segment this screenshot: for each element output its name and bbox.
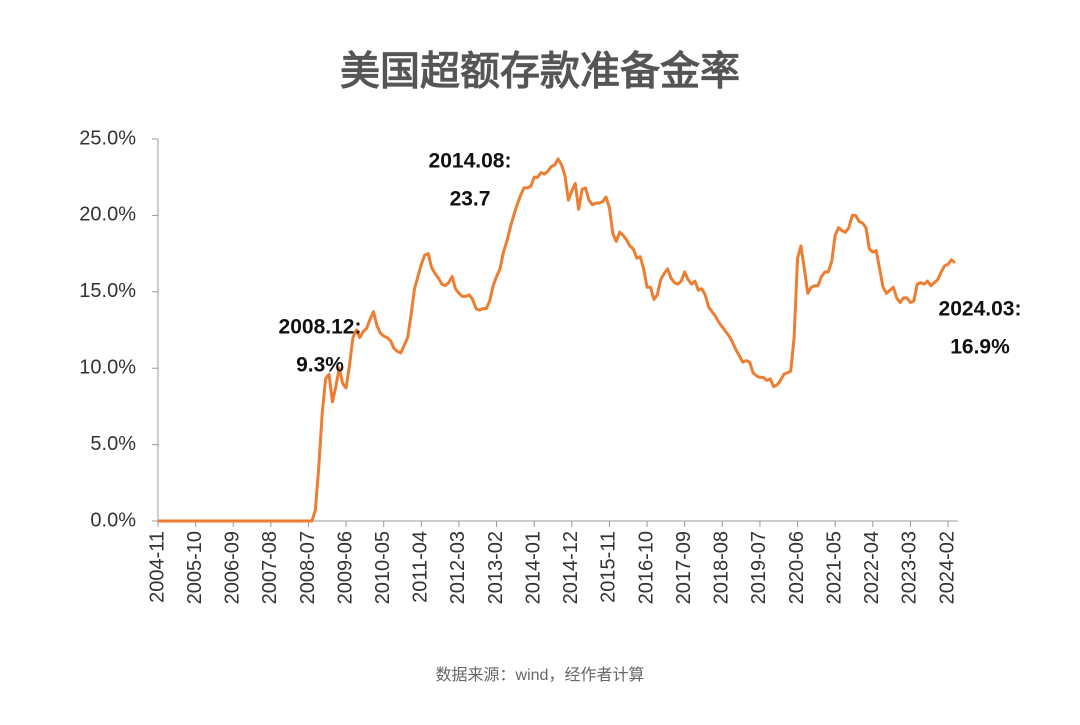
x-tick-label: 2022-04 [861,531,883,604]
annotation: 2014.08: [429,150,512,173]
x-tick-label: 2014-12 [560,531,582,604]
x-tick-label: 2023-03 [899,531,921,604]
data-line [158,157,956,523]
x-tick-label: 2004-11 [146,531,168,603]
y-tick-label: 20.0% [79,204,136,226]
annotation: 23.7 [450,188,491,211]
annotation: 16.9% [950,336,1010,359]
annotation: 9.3% [296,354,344,377]
x-tick-label: 2010-05 [372,531,394,604]
x-tick-label: 2014-01 [522,531,544,604]
y-tick-label: 15.0% [79,280,136,302]
y-tick-label: 10.0% [79,356,136,378]
annotation: 2024.03: [939,298,1022,321]
x-tick-label: 2012-03 [447,531,469,604]
x-tick-label: 2017-09 [673,531,695,604]
x-tick-label: 2015-11 [598,531,620,603]
x-tick-label: 2006-09 [222,531,244,604]
source-note: 数据来源：wind，经作者计算 [436,665,645,684]
x-tick-label: 2021-05 [823,531,845,604]
x-tick-label: 2020-06 [786,531,808,604]
x-tick-label: 2011-04 [410,531,432,603]
x-tick-label: 2013-02 [485,531,507,604]
y-tick-label: 0.0% [90,509,136,531]
y-tick-label: 5.0% [90,433,136,455]
x-tick-label: 2018-08 [711,531,733,604]
x-tick-label: 2008-07 [297,531,319,604]
x-tick-label: 2007-08 [259,531,281,604]
annotation: 2008.12: [279,316,362,339]
x-tick-label: 2009-06 [334,531,356,604]
x-tick-label: 2016-10 [635,531,657,604]
x-tick-label: 2019-07 [748,531,770,604]
y-tick-label: 25.0% [79,127,136,149]
x-tick-label: 2024-02 [936,531,958,604]
chart-title: 美国超额存款准备金率 [340,49,740,94]
x-tick-label: 2005-10 [184,531,206,604]
